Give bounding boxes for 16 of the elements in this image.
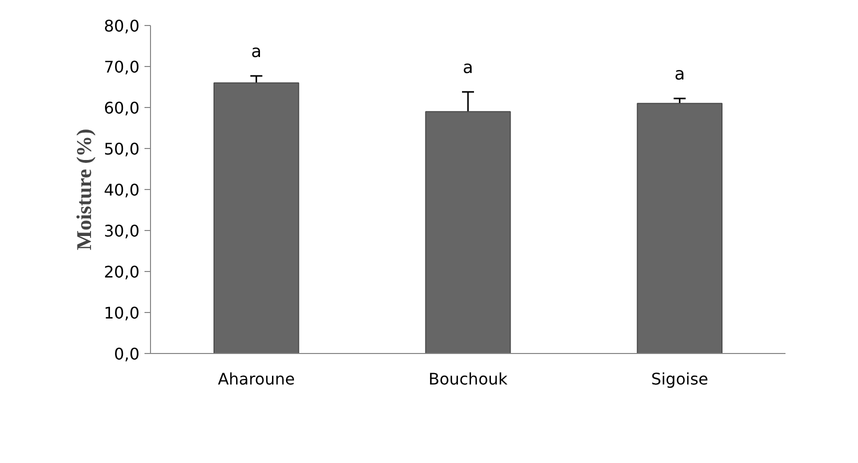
y-tick-label: 40,0	[104, 180, 140, 200]
y-tick-label: 60,0	[104, 98, 140, 118]
y-tick-label: 10,0	[104, 304, 140, 322]
y-tick-label: 0,0	[114, 344, 140, 364]
x-tick-label: Sigoise	[651, 370, 708, 388]
y-tick-label: 30,0	[104, 222, 140, 240]
y-tick-label: 20,0	[104, 262, 140, 282]
annotation: a	[462, 58, 474, 78]
y-tick-label: 50,0	[104, 140, 140, 158]
y-tick-label: 70,0	[104, 58, 140, 76]
y-axis-title: Moisture (%)	[72, 128, 96, 250]
x-tick-label: Bouchouk	[428, 370, 508, 388]
x-tick-label: Aharoune	[218, 370, 295, 388]
y-tick-label: 80,0	[104, 16, 140, 36]
annotation: a	[674, 64, 685, 84]
annotation: a	[251, 42, 262, 62]
